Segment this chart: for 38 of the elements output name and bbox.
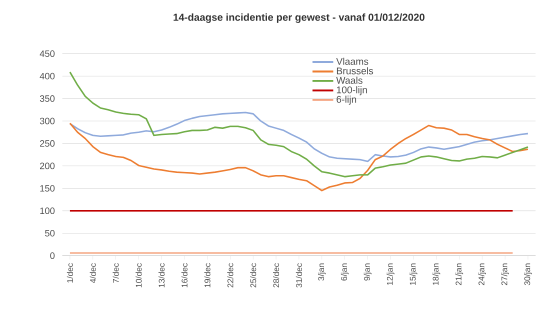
x-tick-label: 12/jan <box>386 264 394 285</box>
x-tick-label: 1/dec <box>66 263 73 283</box>
legend-label: Brussels <box>336 67 374 74</box>
x-tick-label: 25/dec <box>250 263 256 288</box>
x-tick-label: 16/dec <box>181 263 188 288</box>
legend-label: Vlaams <box>336 58 368 65</box>
y-tick-label: 50 <box>45 230 55 236</box>
legend-label: Waals <box>336 76 362 84</box>
y-tick-label: 150 <box>40 185 55 192</box>
x-tick-label: 28/dec <box>273 263 280 288</box>
x-tick-label: 22/dec <box>227 263 234 288</box>
chart-title: 14-daagse incidentie per gewest - vanaf 01/012/2020 <box>174 13 424 23</box>
x-tick-label: 10/dec <box>136 263 142 288</box>
x-tick-label: 4/dec <box>90 263 96 284</box>
x-tick-label: 30/jan <box>524 264 532 286</box>
x-tick-label: 27/jan <box>501 264 509 286</box>
x-tick-label: 24/jan <box>478 264 486 286</box>
y-tick-label: 100 <box>40 208 55 214</box>
y-tick-label: 400 <box>40 72 55 80</box>
x-tick-label: 31/dec <box>296 263 302 288</box>
legend-label: 6-lijn <box>336 96 356 105</box>
x-tick-label: 21/jan <box>455 264 464 286</box>
x-tick-label: 19/dec <box>204 263 210 288</box>
y-tick-label: 0 <box>50 252 55 259</box>
y-tick-label: 300 <box>40 118 55 124</box>
line-series <box>69 122 529 192</box>
y-tick-label: 350 <box>40 95 55 102</box>
y-tick-label: 200 <box>40 162 55 170</box>
x-tick-label: 18/jan <box>432 264 440 285</box>
x-tick-label: 7/dec <box>112 263 119 283</box>
x-tick-label: 15/jan <box>410 264 418 285</box>
y-tick-label: 450 <box>40 50 55 57</box>
x-tick-label: 13/dec <box>158 263 165 288</box>
x-tick-label: 3/jan <box>318 264 326 281</box>
legend-label: 100-lijn <box>336 86 367 96</box>
y-tick-label: 250 <box>40 140 55 147</box>
x-tick-label: 6/jan <box>340 264 349 281</box>
x-tick-label: 9/jan <box>364 264 372 281</box>
